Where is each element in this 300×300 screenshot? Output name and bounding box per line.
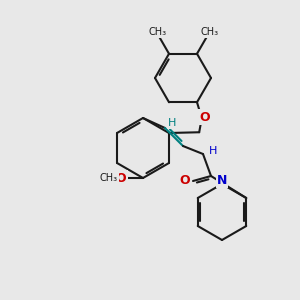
Text: H: H <box>209 146 217 156</box>
Text: O: O <box>180 175 190 188</box>
Text: N: N <box>217 173 227 187</box>
Text: CH₃: CH₃ <box>100 173 118 183</box>
Text: CH₃: CH₃ <box>201 27 219 37</box>
Text: H: H <box>168 118 176 128</box>
Text: O: O <box>116 172 126 184</box>
Text: CH₃: CH₃ <box>149 27 167 37</box>
Text: O: O <box>199 111 209 124</box>
